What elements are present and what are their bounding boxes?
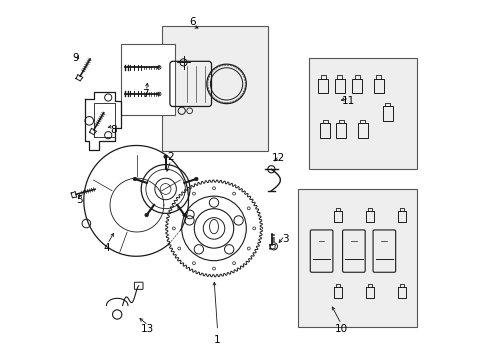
Text: 13: 13 bbox=[141, 324, 154, 334]
Text: 4: 4 bbox=[103, 243, 109, 253]
Text: 7: 7 bbox=[142, 89, 149, 99]
Bar bbox=[333, 211, 341, 222]
Bar bbox=[334, 79, 344, 93]
Bar bbox=[366, 211, 373, 222]
Bar bbox=[357, 123, 367, 138]
Text: 5: 5 bbox=[76, 195, 82, 205]
Bar bbox=[352, 79, 362, 93]
Bar bbox=[121, 44, 174, 116]
Text: 1: 1 bbox=[214, 334, 221, 345]
Circle shape bbox=[163, 155, 167, 158]
Bar bbox=[298, 189, 416, 327]
Bar bbox=[320, 123, 329, 138]
Circle shape bbox=[133, 177, 137, 181]
Bar bbox=[366, 287, 373, 298]
Bar bbox=[336, 123, 346, 138]
Bar bbox=[318, 79, 328, 93]
Text: 11: 11 bbox=[341, 96, 354, 106]
Text: 8: 8 bbox=[110, 125, 117, 135]
Circle shape bbox=[183, 213, 186, 217]
Bar bbox=[333, 287, 341, 298]
Circle shape bbox=[194, 177, 198, 181]
Text: 9: 9 bbox=[72, 53, 79, 63]
Bar bbox=[398, 211, 406, 222]
Text: 12: 12 bbox=[271, 153, 285, 163]
Bar bbox=[162, 26, 267, 151]
Circle shape bbox=[144, 213, 148, 217]
Text: 2: 2 bbox=[167, 152, 174, 162]
Text: 6: 6 bbox=[189, 17, 195, 27]
Bar bbox=[382, 107, 392, 121]
Bar bbox=[398, 287, 406, 298]
Bar bbox=[373, 79, 383, 93]
Text: 3: 3 bbox=[282, 234, 288, 244]
Bar bbox=[308, 58, 416, 169]
Text: 10: 10 bbox=[334, 324, 347, 334]
